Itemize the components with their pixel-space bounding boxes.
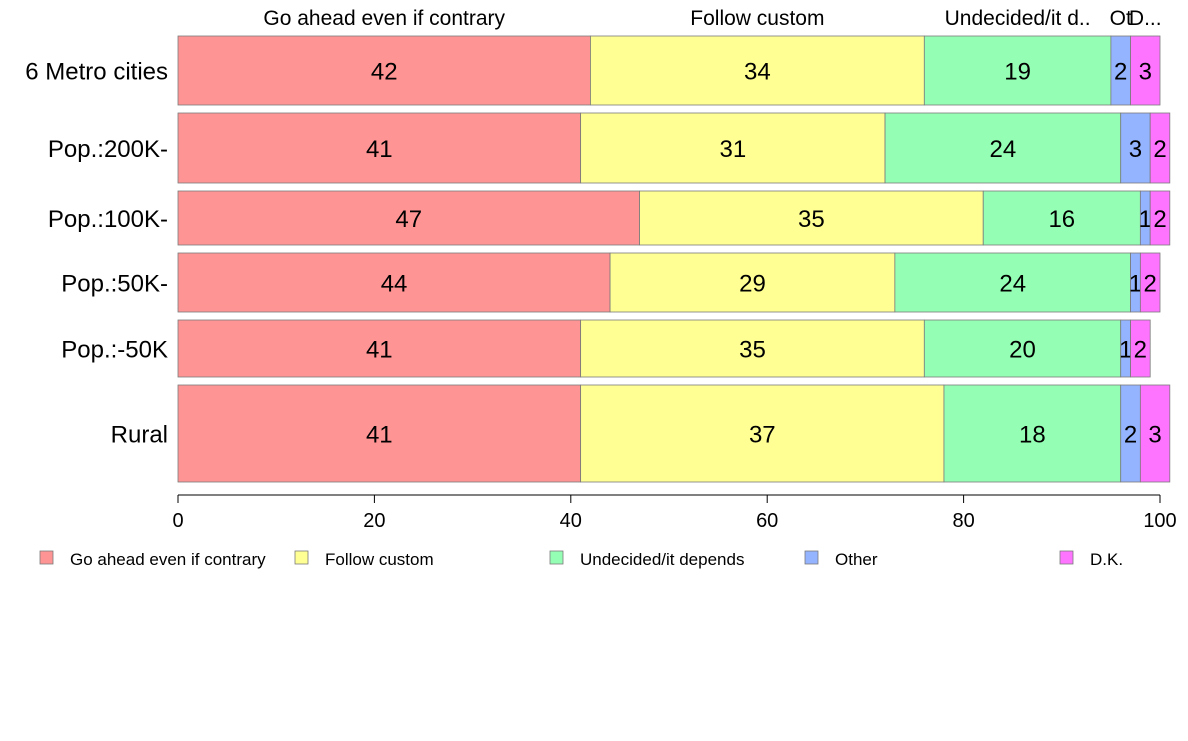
category-label: 6 Metro cities xyxy=(25,59,168,86)
bar-segment xyxy=(177,384,582,483)
bar-segment xyxy=(1120,112,1151,184)
legend-swatch xyxy=(549,550,564,565)
legend-label: Undecided/it depends xyxy=(580,550,744,569)
bar-segment xyxy=(1149,112,1171,184)
bar-segment xyxy=(1149,190,1171,246)
x-tick-label: 100 xyxy=(1143,510,1176,532)
series-top-label: Go ahead even if contrary xyxy=(263,7,505,30)
data-label: 24 xyxy=(999,271,1026,298)
category-label: Pop.:50K- xyxy=(61,271,168,298)
legend-swatch xyxy=(294,550,309,565)
data-label: 2 xyxy=(1153,206,1166,233)
data-label: 42 xyxy=(371,59,398,86)
x-tick-label: 20 xyxy=(363,510,385,532)
bar-segment xyxy=(177,112,582,184)
series-top-label: Follow custom xyxy=(690,7,824,30)
data-label: 29 xyxy=(739,271,766,298)
x-tick-label: 40 xyxy=(560,510,582,532)
data-label: 41 xyxy=(366,136,393,163)
category-label: Pop.:200K- xyxy=(48,136,168,163)
category-label: Rural xyxy=(111,422,168,449)
data-label: 3 xyxy=(1139,59,1152,86)
series-top-label: Undecided/it d.. xyxy=(945,7,1091,30)
x-tick-label: 0 xyxy=(172,510,183,532)
bar-segment xyxy=(177,35,591,106)
data-label: 41 xyxy=(366,422,393,449)
bar-segment xyxy=(1130,35,1161,106)
data-label: 31 xyxy=(719,136,746,163)
data-label: 2 xyxy=(1114,59,1127,86)
bar-segment xyxy=(177,319,582,378)
bar-segment xyxy=(884,112,1122,184)
category-label: Pop.:100K- xyxy=(48,206,168,233)
data-label: 34 xyxy=(744,59,771,86)
bar-segment xyxy=(609,252,896,313)
data-label: 2 xyxy=(1153,136,1166,163)
bar-segment xyxy=(923,319,1122,378)
data-label: 35 xyxy=(739,337,766,364)
data-label: 18 xyxy=(1019,422,1046,449)
legend-label: Follow custom xyxy=(325,550,434,569)
data-label: 3 xyxy=(1129,136,1142,163)
data-label: 24 xyxy=(990,136,1017,163)
series-top-label: D... xyxy=(1129,7,1162,30)
bar-segment xyxy=(894,252,1131,313)
data-label: 37 xyxy=(749,422,776,449)
bar-segment xyxy=(580,112,886,184)
legend-swatch xyxy=(804,550,819,565)
data-label: 20 xyxy=(1009,337,1036,364)
data-label: 3 xyxy=(1148,422,1161,449)
bar-segment xyxy=(580,319,925,378)
bar-segment xyxy=(1130,319,1151,378)
bar-segment xyxy=(177,190,640,246)
bar-segment xyxy=(982,190,1141,246)
legend-label: D.K. xyxy=(1090,550,1123,569)
data-label: 19 xyxy=(1004,59,1031,86)
bar-segment xyxy=(590,35,925,106)
category-label: Pop.:-50K xyxy=(61,337,168,364)
data-label: 47 xyxy=(395,206,422,233)
data-label: 16 xyxy=(1048,206,1075,233)
legend-label: Other xyxy=(835,550,878,569)
data-label: 1 xyxy=(1129,271,1142,298)
bar-segment xyxy=(177,252,611,313)
data-label: 1 xyxy=(1119,337,1132,364)
data-label: 1 xyxy=(1139,206,1152,233)
bar-segment xyxy=(639,190,984,246)
data-label: 35 xyxy=(798,206,825,233)
bar-segment xyxy=(923,35,1112,106)
bar-segment xyxy=(580,384,945,483)
series-top-label: Ot xyxy=(1110,7,1132,30)
legend-swatch xyxy=(1059,550,1074,565)
x-tick-label: 60 xyxy=(756,510,778,532)
data-label: 2 xyxy=(1144,271,1157,298)
legend-label: Go ahead even if contrary xyxy=(70,550,266,569)
data-label: 41 xyxy=(366,337,393,364)
bar-segment xyxy=(943,384,1122,483)
data-label: 2 xyxy=(1134,337,1147,364)
x-tick-label: 80 xyxy=(952,510,974,532)
data-label: 44 xyxy=(381,271,408,298)
bar-segment xyxy=(1139,384,1171,483)
data-label: 2 xyxy=(1124,422,1137,449)
bar-segment xyxy=(1139,252,1161,313)
legend-swatch xyxy=(39,550,54,565)
